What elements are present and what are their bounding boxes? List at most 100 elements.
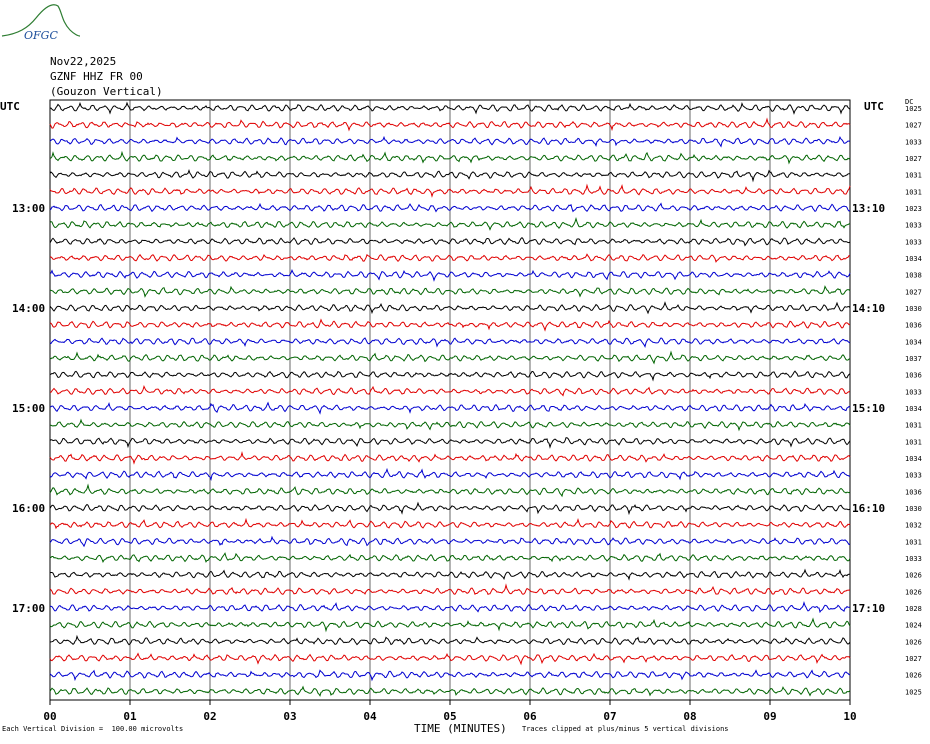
- dc-offset-label: 1027: [905, 655, 922, 663]
- right-hour-label: 16:10: [852, 502, 885, 515]
- dc-offset-label: 1038: [905, 272, 922, 280]
- dc-offset-label: 1024: [905, 622, 922, 630]
- seismic-trace: [49, 217, 851, 231]
- seismic-trace: [49, 601, 850, 614]
- x-tick-label: 09: [763, 710, 776, 723]
- dc-offset-label: 1025: [905, 688, 922, 696]
- footer-scale-note: Each Vertical Division = 100.00 microvol…: [2, 725, 184, 733]
- left-hour-label: 15:00: [12, 402, 45, 415]
- x-axis-title: TIME (MINUTES): [414, 722, 507, 735]
- dc-offset-label: 1031: [905, 172, 922, 180]
- seismic-trace: [49, 583, 851, 596]
- seismic-trace: [49, 135, 851, 148]
- dc-offset-label: 1033: [905, 222, 922, 230]
- dc-offset-label: 1032: [905, 522, 922, 530]
- header-name: (Gouzon Vertical): [50, 85, 163, 98]
- dc-offset-label: 1026: [905, 672, 922, 680]
- seismic-trace: [49, 370, 851, 382]
- left-hour-label: 14:00: [12, 302, 45, 315]
- seismic-trace: [49, 617, 851, 633]
- dc-offset-label: 1036: [905, 372, 922, 380]
- ofgc-logo: OFGC: [1, 4, 80, 42]
- x-tick-label: 01: [123, 710, 137, 723]
- dc-offset-label: 1027: [905, 122, 922, 130]
- dc-offset-label: 1033: [905, 472, 922, 480]
- seismic-trace: [49, 685, 851, 697]
- seismic-trace: [49, 237, 851, 247]
- seismic-trace: [49, 501, 851, 516]
- dc-offset-label: 1033: [905, 555, 922, 563]
- seismic-trace: [49, 350, 851, 365]
- dc-offset-label: 1027: [905, 155, 922, 163]
- seismic-trace: [49, 652, 851, 666]
- dc-offset-label: 1037: [905, 355, 922, 363]
- x-tick-label: 04: [363, 710, 377, 723]
- seismic-trace: [49, 269, 851, 282]
- right-axis-label: UTC: [864, 100, 884, 113]
- right-hour-label: 15:10: [852, 402, 885, 415]
- dc-offset-label: 1027: [905, 288, 922, 296]
- dc-header-label: DC: [905, 98, 913, 106]
- seismic-trace: [49, 467, 851, 481]
- seismic-trace: [49, 418, 851, 432]
- x-tick-label: 10: [843, 710, 856, 723]
- dc-offset-label: 1034: [905, 255, 922, 263]
- dc-offset-label: 1034: [905, 455, 922, 463]
- dc-offset-label: 1033: [905, 138, 922, 146]
- dc-offset-label: 1031: [905, 422, 922, 430]
- dc-offset-label: 1031: [905, 538, 922, 546]
- header-station: GZNF HHZ FR 00: [50, 70, 143, 83]
- seismic-trace: [49, 669, 851, 682]
- seismic-trace: [49, 552, 851, 563]
- seismic-trace: [49, 337, 851, 348]
- x-tick-label: 06: [523, 710, 537, 723]
- left-axis-label: UTC: [0, 100, 20, 113]
- seismic-trace: [49, 150, 851, 165]
- dc-offset-label: 1034: [905, 405, 922, 413]
- x-tick-label: 08: [683, 710, 696, 723]
- footer-clip-note: Traces clipped at plus/minus 5 vertical …: [522, 725, 729, 733]
- seismic-trace: [49, 568, 851, 581]
- seismic-trace: [49, 202, 851, 213]
- dc-offset-label: 1026: [905, 588, 922, 596]
- seismic-trace: [49, 301, 851, 315]
- seismic-trace: [49, 117, 851, 132]
- dc-offset-label: 1031: [905, 438, 922, 446]
- dc-offset-label: 1025: [905, 105, 922, 113]
- seismic-trace: [49, 483, 851, 498]
- seismic-trace: [49, 318, 850, 332]
- right-hour-label: 13:10: [852, 202, 885, 215]
- logo-text: OFGC: [24, 29, 58, 42]
- dc-offset-label: 1036: [905, 322, 922, 330]
- seismic-trace: [49, 535, 851, 548]
- x-tick-label: 07: [603, 710, 616, 723]
- x-tick-label: 05: [443, 710, 456, 723]
- right-hour-label: 17:10: [852, 602, 885, 615]
- seismic-trace: [49, 183, 851, 198]
- seismic-trace: [49, 450, 851, 465]
- left-hour-label: 16:00: [12, 502, 45, 515]
- seismic-trace: [49, 253, 851, 263]
- left-hour-label: 17:00: [12, 602, 45, 615]
- seismic-trace: [49, 285, 851, 298]
- x-tick-label: 03: [283, 710, 296, 723]
- dc-offset-label: 1023: [905, 205, 922, 213]
- dc-offset-label: 1030: [905, 505, 922, 513]
- seismic-trace: [49, 101, 851, 115]
- dc-offset-label: 1026: [905, 638, 922, 646]
- header-date: Nov22,2025: [50, 55, 117, 68]
- seismic-trace: [49, 634, 851, 646]
- right-hour-label: 14:10: [852, 302, 885, 315]
- seismic-trace: [49, 517, 851, 530]
- dc-offset-label: 1026: [905, 572, 922, 580]
- seismic-trace: [49, 401, 851, 415]
- dc-offset-label: 1036: [905, 488, 922, 496]
- dc-offset-label: 1034: [905, 338, 922, 346]
- left-hour-label: 13:00: [12, 202, 45, 215]
- dc-offset-label: 1033: [905, 388, 922, 396]
- seismic-trace: [49, 168, 850, 183]
- dc-offset-label: 1033: [905, 238, 922, 246]
- dc-offset-label: 1031: [905, 188, 922, 196]
- dc-offset-label: 1028: [905, 605, 922, 613]
